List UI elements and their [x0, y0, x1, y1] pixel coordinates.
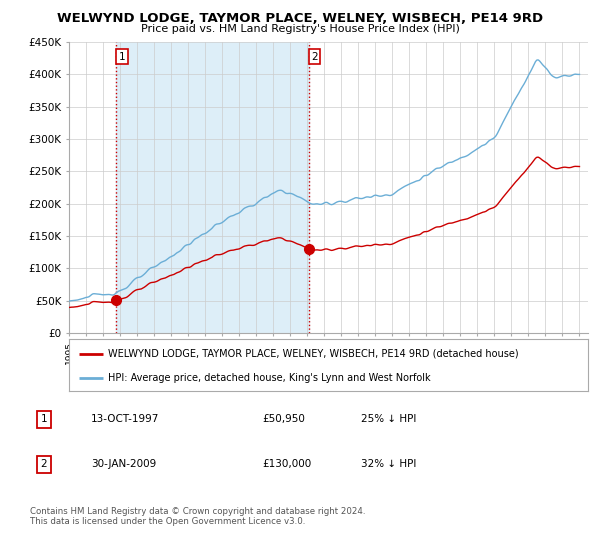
Text: 13-OCT-1997: 13-OCT-1997 [91, 414, 159, 424]
Text: 30-JAN-2009: 30-JAN-2009 [91, 459, 156, 469]
Bar [116, 42, 308, 333]
Text: WELWYND LODGE, TAYMOR PLACE, WELNEY, WISBECH, PE14 9RD: WELWYND LODGE, TAYMOR PLACE, WELNEY, WIS… [57, 12, 543, 25]
Text: WELWYND LODGE, TAYMOR PLACE, WELNEY, WISBECH, PE14 9RD (detached house): WELWYND LODGE, TAYMOR PLACE, WELNEY, WIS… [108, 349, 518, 359]
Text: HPI: Average price, detached house, King's Lynn and West Norfolk: HPI: Average price, detached house, King… [108, 373, 431, 383]
Text: 1: 1 [119, 52, 125, 62]
Text: £50,950: £50,950 [262, 414, 305, 424]
Text: 2: 2 [40, 459, 47, 469]
Text: 32% ↓ HPI: 32% ↓ HPI [361, 459, 416, 469]
Text: £130,000: £130,000 [262, 459, 311, 469]
Text: Contains HM Land Registry data © Crown copyright and database right 2024.
This d: Contains HM Land Registry data © Crown c… [30, 507, 365, 526]
Text: 25% ↓ HPI: 25% ↓ HPI [361, 414, 416, 424]
Text: 1: 1 [40, 414, 47, 424]
Text: 2: 2 [311, 52, 318, 62]
Text: Price paid vs. HM Land Registry's House Price Index (HPI): Price paid vs. HM Land Registry's House … [140, 24, 460, 34]
